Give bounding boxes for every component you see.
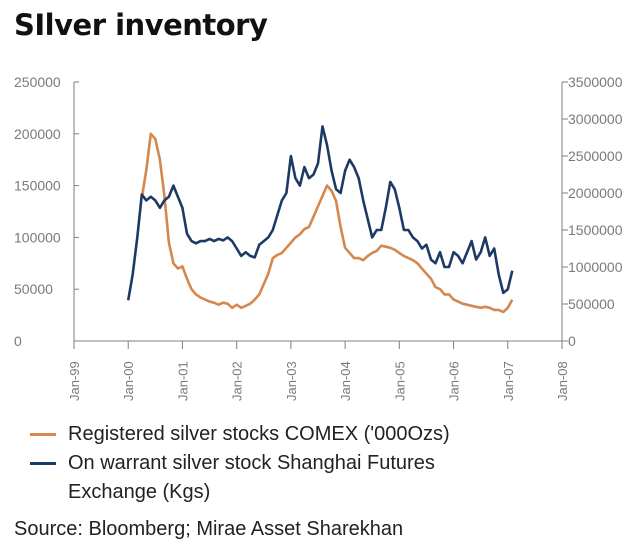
legend-label-shanghai: On warrant silver stock Shanghai Futures…	[68, 452, 435, 503]
y-right-tick-label: 500000	[568, 296, 615, 312]
x-tick-label: Jan-01	[175, 361, 190, 401]
y-left-tick-label: 100000	[14, 229, 61, 245]
series-line-comex	[140, 132, 514, 314]
x-tick-label: Jan-08	[555, 361, 570, 401]
series	[126, 125, 514, 314]
y-left-tick-label: 150000	[14, 178, 61, 194]
legend-item-shanghai: On warrant silver stock Shanghai Futures…	[30, 449, 528, 507]
y-left-tick-label: 0	[14, 333, 22, 349]
axes: 0500001000001500002000002500000500000100…	[14, 74, 623, 401]
x-tick-label: Jan-07	[501, 361, 516, 401]
y-right-tick-label: 2500000	[568, 148, 623, 164]
y-right-tick-label: 1000000	[568, 259, 623, 275]
chart-title: SIlver inventory	[14, 8, 268, 42]
x-tick-label: Jan-04	[338, 361, 353, 401]
legend-swatch-shanghai	[30, 462, 56, 465]
x-tick-label: Jan-99	[67, 361, 82, 401]
y-left-tick-label: 50000	[14, 281, 53, 297]
y-left-tick-label: 200000	[14, 126, 61, 142]
source-note: Source: Bloomberg; Mirae Asset Sharekhan	[14, 518, 404, 540]
x-tick-label: Jan-05	[392, 361, 407, 401]
x-tick-label: Jan-06	[447, 361, 462, 401]
y-right-tick-label: 1500000	[568, 222, 623, 238]
x-tick-label: Jan-03	[284, 361, 299, 401]
legend: Registered silver stocks COMEX ('000Ozs)…	[30, 420, 528, 507]
x-tick-label: Jan-00	[121, 361, 136, 401]
legend-item-comex: Registered silver stocks COMEX ('000Ozs)	[30, 420, 528, 449]
silver-inventory-chart: 0500001000001500002000002500000500000100…	[14, 74, 623, 401]
legend-label-comex: Registered silver stocks COMEX ('000Ozs)	[68, 423, 450, 445]
y-right-tick-label: 3500000	[568, 74, 623, 90]
x-tick-label: Jan-02	[230, 361, 245, 401]
y-right-tick-label: 3000000	[568, 111, 623, 127]
legend-swatch-comex	[30, 433, 56, 436]
series-line-shanghai	[126, 125, 514, 301]
y-right-tick-label: 0	[568, 333, 576, 349]
y-left-tick-label: 250000	[14, 74, 61, 90]
y-right-tick-label: 2000000	[568, 185, 623, 201]
